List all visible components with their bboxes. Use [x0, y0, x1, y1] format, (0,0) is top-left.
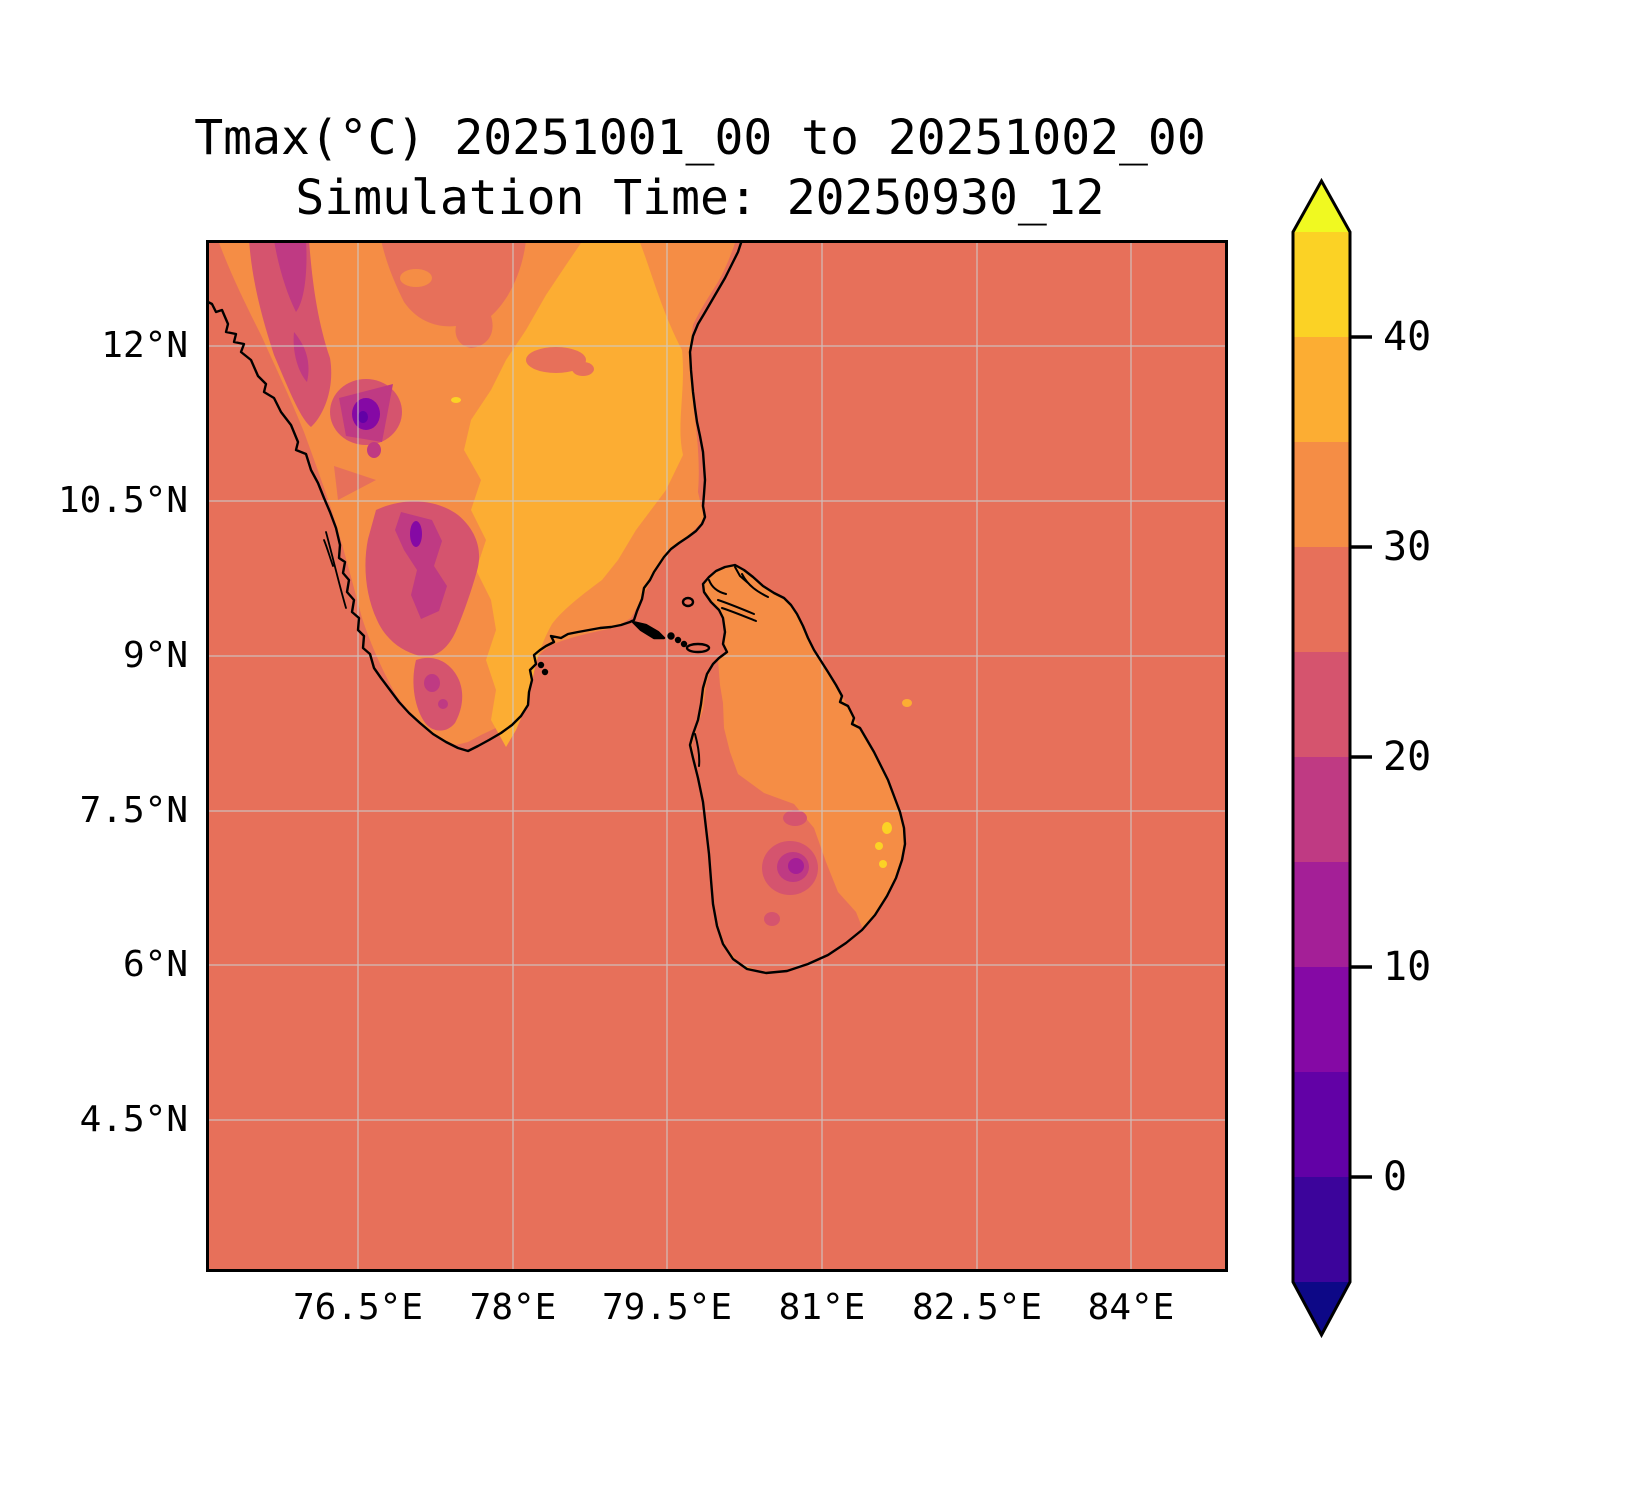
y-tick-12n: 12°N — [101, 325, 188, 366]
cbar-over-arrow — [1293, 181, 1350, 232]
jaffna-lagoons — [694, 566, 769, 767]
x-tick-78e: 78°E — [469, 1287, 557, 1328]
india-contours — [218, 240, 736, 747]
x-tick-81e: 81°E — [778, 1287, 866, 1328]
india-fleck-40-45 — [451, 397, 461, 403]
cardamom-20-25 — [413, 657, 463, 731]
cbar-tick-40: 40 — [1383, 314, 1432, 360]
y-tick-6n: 6°N — [122, 944, 188, 985]
coastlines — [206, 240, 907, 975]
lanka-dot-35-40 — [902, 699, 912, 707]
srilanka-contours — [690, 565, 912, 973]
india-coastline — [206, 240, 744, 753]
cbar-tick-20: 20 — [1383, 734, 1432, 780]
axes-frame — [206, 240, 1228, 1272]
cardamom-dot1-15-20 — [424, 674, 440, 692]
plot-subtitle: Simulation Time: 20250930_12 — [295, 170, 1105, 226]
cbar-seg-20-25 — [1293, 652, 1350, 757]
india-band-35-40 — [464, 240, 683, 747]
lanka-fleck1-40-45 — [882, 822, 892, 834]
cbar-seg-25-30 — [1293, 547, 1350, 652]
cbar-seg-5-10 — [1293, 967, 1350, 1072]
cbar-seg-10-15 — [1293, 862, 1350, 967]
nilgiri-0-5 — [358, 411, 368, 423]
y-tick-7-5n: 7.5°N — [79, 790, 188, 831]
tuticorin-islet-1 — [537, 661, 545, 669]
cbar-seg-35-40 — [1293, 337, 1350, 442]
palghat-wedge — [334, 466, 376, 500]
adams-bridge-islet-1 — [667, 632, 675, 640]
colorbar-ticks — [1350, 335, 1372, 1179]
adams-bridge-islet-2 — [674, 636, 682, 644]
y-tick-9n: 9°N — [122, 635, 188, 676]
cbar-seg-m5-0 — [1293, 1177, 1350, 1282]
mannar-island — [685, 642, 711, 654]
cbar-seg-15-20 — [1293, 757, 1350, 862]
highlands-10-15 — [788, 858, 804, 874]
highlands-south-dot-20-25 — [764, 912, 780, 926]
highlands-north-dot-20-25 — [783, 810, 807, 826]
cbar-tick-0: 0 — [1383, 1154, 1408, 1200]
x-tick-84e: 84°E — [1087, 1287, 1175, 1328]
colorbar-outline — [1291, 177, 1352, 1339]
y-tick-10-5n: 10.5°N — [57, 480, 188, 521]
amber-hole-1 — [526, 347, 586, 373]
backwaters — [323, 531, 347, 609]
palani-15-20 — [395, 512, 447, 619]
y-tick-4-5n: 4.5°N — [79, 1099, 188, 1140]
graticule — [206, 240, 1228, 1272]
nilgiri-dot-15-20 — [367, 442, 381, 458]
ghats-north-20-25 — [249, 240, 332, 427]
palani-5-10 — [410, 521, 422, 547]
plateau-orange-dot — [400, 269, 432, 287]
cbar-seg-30-35 — [1293, 442, 1350, 547]
cardamom-dot2-15-20 — [438, 699, 448, 709]
x-tick-79-5e: 79.5°E — [601, 1287, 733, 1328]
delft-island — [681, 596, 695, 608]
colorbar-segments — [1293, 181, 1350, 1335]
cbar-under-arrow — [1293, 1282, 1350, 1335]
amber-hole-2 — [572, 362, 594, 376]
srilanka-coastline — [688, 563, 907, 975]
tuticorin-islet-2 — [541, 668, 549, 676]
lanka-band-25-30 — [692, 660, 864, 973]
lanka-fleck2-40-45 — [875, 842, 883, 850]
cbar-seg-40-45 — [1293, 232, 1350, 337]
colorbar — [1291, 177, 1372, 1339]
cbar-tick-10: 10 — [1383, 944, 1432, 990]
cbar-seg-0-5 — [1293, 1072, 1350, 1177]
pamban-island — [631, 620, 666, 640]
x-tick-82-5e: 82.5°E — [911, 1287, 1043, 1328]
plateau-band-25-30 — [381, 240, 526, 348]
adams-bridge-islet-3 — [680, 640, 688, 648]
cbar-tick-30: 30 — [1383, 524, 1432, 570]
lanka-fleck3-40-45 — [879, 860, 887, 868]
map-canvas — [206, 240, 1228, 1272]
plot-title: Tmax(°C) 20251001_00 to 20251002_00 — [194, 110, 1206, 166]
x-tick-76-5e: 76.5°E — [292, 1287, 424, 1328]
